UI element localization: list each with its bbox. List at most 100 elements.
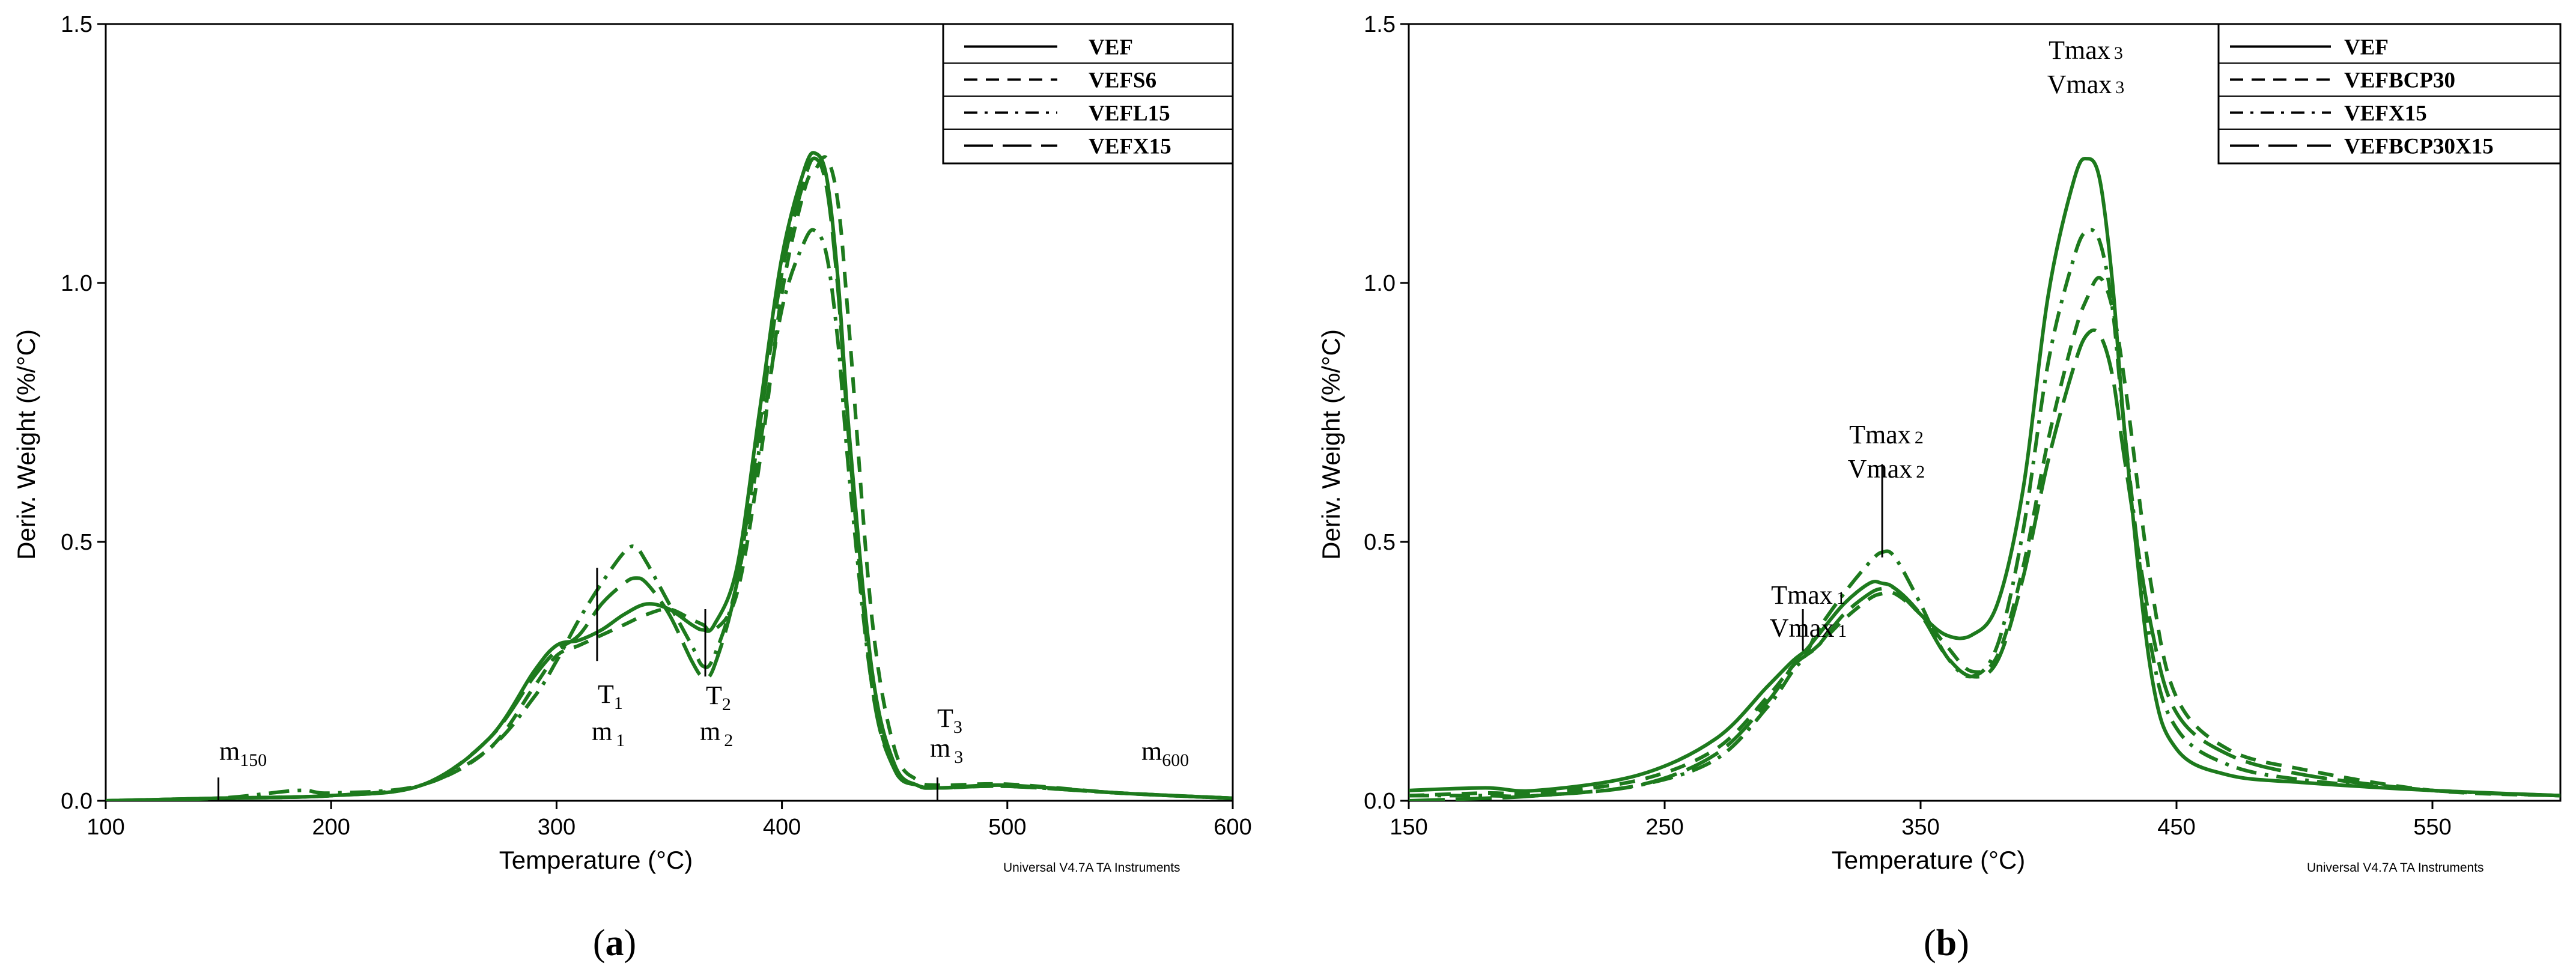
series-line-vefx15: [1409, 228, 2560, 798]
annotation-sub: 2: [1915, 428, 1924, 448]
annotation-label-second: Vmax 2: [1848, 454, 1925, 484]
panel-b-ytick-label: 1.0: [1364, 271, 1396, 296]
annotation-sub: 1: [614, 693, 623, 713]
panel-b-watermark: Universal V4.7A TA Instruments: [2307, 861, 2484, 875]
annotation-sub: 2: [1916, 462, 1925, 482]
panel-b-ytick-label: 0.0: [1364, 789, 1396, 814]
series-line-vef: [1409, 157, 2560, 798]
series-line-vef: [106, 151, 1233, 801]
legend-label-vef: VEF: [2344, 35, 2389, 60]
panel-a-plot: 100 200 300 400 500 6000.00.51.01.5VEFVEFS6VE…: [61, 12, 1252, 840]
panel-a-label-open: (: [593, 923, 606, 964]
legend-label-vefl15: VEFL15: [1089, 102, 1170, 126]
panel-a-xtick-label: 100: [87, 815, 124, 840]
annotation-sub: 3: [2115, 77, 2124, 97]
legend-label-vefbcp30x15: VEFBCP30X15: [2344, 135, 2494, 159]
annotation-sub: 2: [722, 694, 731, 714]
panel-a-ytick-label: 1.5: [61, 12, 93, 37]
annotation-sub: 3: [2114, 43, 2123, 63]
series-line-vefbcp30x15: [1409, 328, 2560, 801]
panel-b-xtick-label: 250: [1645, 815, 1683, 840]
panel-a-label: (a): [593, 923, 636, 964]
panel-b-ylabel: Deriv. Weight (%/°C): [1317, 329, 1345, 560]
legend-label-vefx15: VEFX15: [2344, 102, 2427, 126]
annotation-main: m: [592, 717, 612, 746]
panel-a-xtick-label: 300: [538, 815, 576, 840]
annotation-main: m: [700, 717, 720, 746]
panel-a-watermark: Universal V4.7A TA Instruments: [1003, 861, 1180, 875]
panel-a-legend-box: [942, 23, 1234, 165]
annotation-sub: 600: [1162, 750, 1189, 770]
annotation-main: Vmax: [1848, 454, 1913, 484]
panel-a-legend: VEF VEFS6 VEFL15 VEFX15: [942, 23, 1234, 165]
annotation-sub: 3: [953, 717, 962, 737]
annotation-main: Tmax: [1771, 580, 1833, 610]
annotation-label: m600: [1141, 737, 1189, 770]
panel-a-ylabel: Deriv. Weight (%/°C): [12, 329, 40, 560]
annotation-sub: 1: [616, 731, 625, 750]
annotation-main: Tmax: [2049, 35, 2110, 65]
annotation-label-second: Vmax 3: [2047, 70, 2125, 99]
panel-a-ytick-label: 0.0: [61, 789, 93, 814]
panel-b-curves: [1409, 157, 2560, 801]
panel-a-xtick-label: 200: [312, 815, 350, 840]
annotation-sub: 3: [954, 747, 963, 767]
annotation-sub: 150: [240, 750, 267, 770]
annotation-label: T2: [706, 681, 731, 714]
annotation-label: Tmax 3: [2049, 35, 2123, 65]
panel-b-xtick-label: 350: [1901, 815, 1939, 840]
annotation-main: Vmax: [1770, 613, 1835, 643]
panel-b-legend: VEF VEFBCP30 VEFX15 VEFBCP30X15: [2217, 23, 2562, 165]
panel-b-xtick-label: 450: [2157, 815, 2195, 840]
panel-b-label-letter: b: [1936, 923, 1957, 964]
annotation-sub: 1: [1836, 588, 1845, 608]
panel-a-xlabel: Temperature (°C): [499, 846, 693, 874]
panel-b-label: (b): [1924, 923, 1969, 964]
annotation-main: T: [706, 681, 722, 710]
annotation-main: m: [1141, 737, 1162, 766]
panel-b-plot: 150 250 350 450 5500.00.51.01.5VEFVEFBCP30VE…: [1364, 12, 2562, 840]
annotation-main: T: [598, 679, 614, 709]
panel-b-xtick-label: 150: [1390, 815, 1427, 840]
annotation-main: Tmax: [1849, 420, 1911, 449]
series-line-vefbcp30: [1409, 276, 2560, 798]
panel-a-curves: [106, 151, 1233, 801]
panel-b: Temperature (°C) Deriv. Weight (%/°C) Un…: [1317, 329, 2484, 964]
annotation-label: T3: [937, 703, 962, 737]
annotation-main: m: [219, 737, 240, 766]
panel-b-xlabel: Temperature (°C): [1832, 846, 2026, 874]
panel-a-xtick-label: 400: [763, 815, 801, 840]
panel-b-label-open: (: [1924, 923, 1936, 964]
panel-a-plot-frame: [105, 23, 1234, 802]
panel-b-ytick-label: 0.5: [1364, 530, 1396, 555]
annotation-sub: 1: [1838, 621, 1847, 641]
panel-a-label-close: ): [624, 923, 637, 964]
legend-label-vef: VEF: [1089, 35, 1133, 60]
annotation-main: Vmax: [2047, 70, 2112, 99]
annotation-label-second: Vmax 1: [1770, 613, 1847, 643]
annotation-label: m150: [219, 737, 267, 770]
annotation-label: Tmax 1: [1771, 580, 1845, 610]
series-line-vefx15: [106, 156, 1233, 801]
series-line-vefs6: [106, 155, 1233, 801]
panel-a-ytick-label: 1.0: [61, 271, 93, 296]
panel-a-xtick-label: 500: [988, 815, 1026, 840]
annotation-main: T: [937, 703, 953, 733]
panel-a-label-letter: a: [606, 923, 624, 964]
annotation-main: m: [930, 734, 950, 763]
annotation-sub: 2: [724, 731, 733, 750]
panel-a-xtick-label: 600: [1214, 815, 1251, 840]
panel-b-plot-frame: [1408, 23, 2562, 802]
legend-label-vefx15: VEFX15: [1089, 135, 1171, 159]
legend-label-vefbcp30: VEFBCP30: [2344, 68, 2455, 93]
panel-a: Temperature (°C) Deriv. Weight (%/°C) Un…: [12, 329, 1180, 964]
annotation-label: T1: [598, 679, 623, 713]
plot-layer: 100 200 300 400 500 6000.00.51.01.5VEFVEFS6VE…: [61, 12, 2562, 840]
